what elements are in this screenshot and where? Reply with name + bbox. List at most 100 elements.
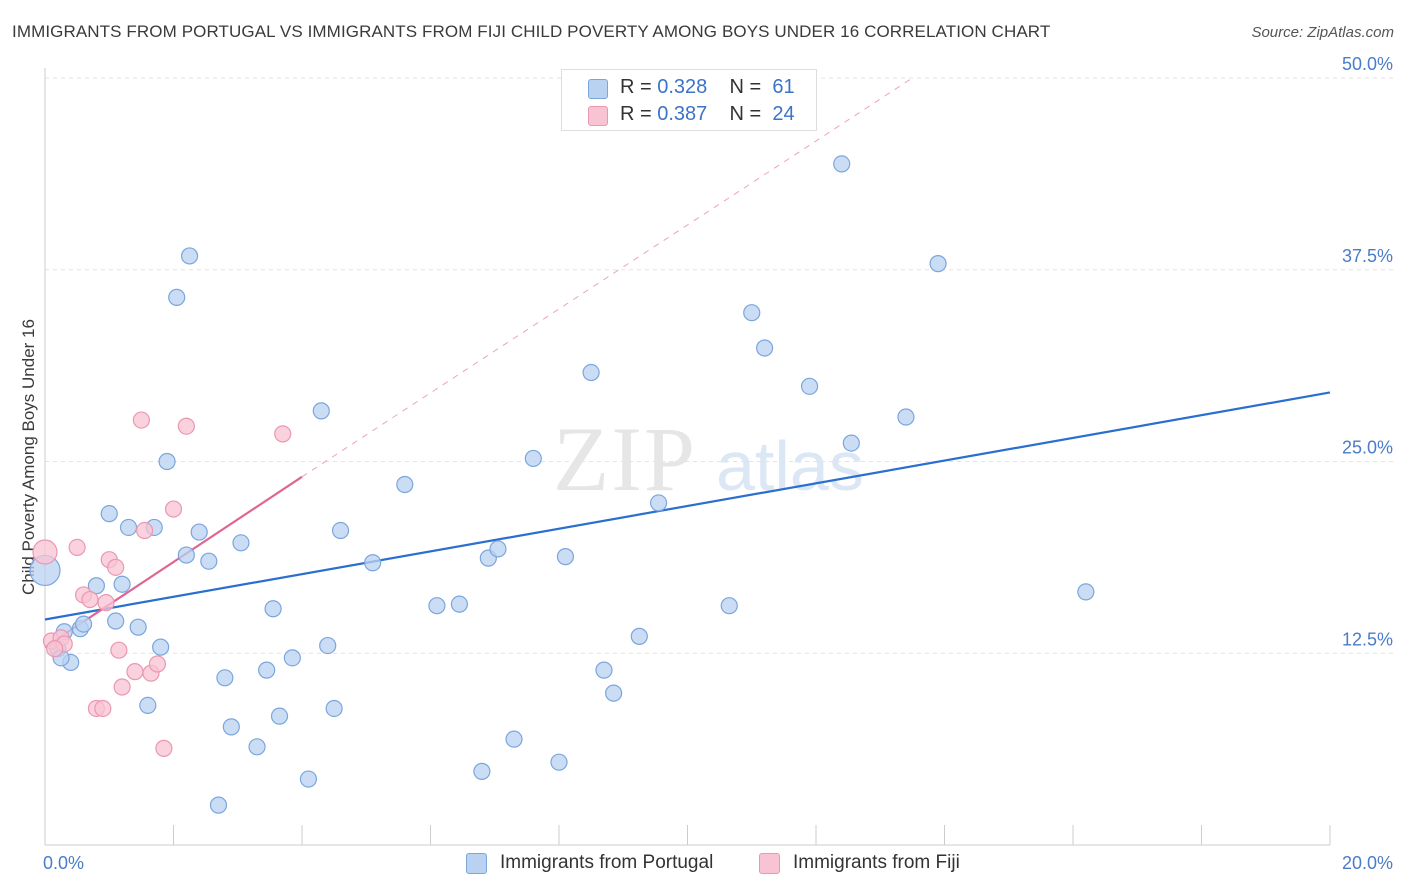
portugal-point <box>139 696 157 715</box>
fiji-point <box>81 590 99 609</box>
fiji-point <box>32 539 58 565</box>
portugal-point <box>312 402 330 420</box>
correlation-legend: R = 0.328 N = 61 R = 0.387 N = 24 <box>561 69 817 131</box>
portugal-point <box>200 552 218 570</box>
legend-r-fiji: 0.387 <box>657 103 708 125</box>
y-tick-label: 25.0% <box>1342 438 1393 458</box>
watermark-atlas: atlas <box>716 427 864 505</box>
portugal-point <box>743 304 761 322</box>
fiji-point <box>126 663 144 681</box>
portugal-point <box>556 548 575 566</box>
x-tick-label: 20.0% <box>1342 853 1393 873</box>
legend-n-fiji: 24 <box>772 103 795 125</box>
portugal-point <box>428 597 446 615</box>
portugal-point <box>319 636 337 655</box>
portugal-point <box>177 546 195 564</box>
portugal-point <box>232 534 250 552</box>
portugal-trend-line <box>44 391 1331 621</box>
legend-r-portugal: 0.328 <box>657 76 708 98</box>
fiji-point <box>135 521 154 540</box>
portugal-point <box>222 718 240 736</box>
legend-n-label: N = <box>729 76 762 98</box>
portugal-point <box>630 627 648 645</box>
fiji-trend-line-extension <box>301 77 913 478</box>
y-tick-label: 12.5% <box>1342 629 1393 649</box>
fiji-point <box>132 411 150 429</box>
fiji-point <box>107 558 125 576</box>
portugal-point <box>299 770 318 788</box>
portugal-point <box>550 753 568 771</box>
portugal-point <box>100 505 118 523</box>
fiji-point <box>97 594 115 612</box>
watermark-zip: ZIP <box>553 408 697 510</box>
portugal-point <box>929 255 947 273</box>
gridlines <box>45 77 1393 654</box>
portugal-point <box>505 730 523 748</box>
fiji-point <box>148 655 167 673</box>
fiji-point <box>155 739 173 757</box>
portugal-point <box>107 612 125 630</box>
watermark: ZIP atlas <box>553 408 864 510</box>
portugal-point <box>190 523 208 541</box>
bottom-legend-swatch-portugal <box>466 853 487 874</box>
fiji-point <box>110 641 128 659</box>
portugal-point <box>113 575 131 593</box>
fiji-point <box>177 417 195 435</box>
x-tick-label: 0.0% <box>43 853 84 873</box>
portugal-point <box>258 661 276 679</box>
portugal-point <box>158 452 176 471</box>
data-points <box>29 155 1095 814</box>
portugal-point <box>450 595 469 613</box>
portugal-point <box>720 597 738 615</box>
portugal-point <box>325 699 343 718</box>
fiji-point <box>68 538 86 557</box>
y-tick-label: 37.5% <box>1342 246 1393 266</box>
legend-swatch-portugal <box>588 79 608 99</box>
y-tick-label: 50.0% <box>1342 54 1393 74</box>
bottom-legend-label-portugal: Immigrants from Portugal <box>500 852 714 873</box>
portugal-point <box>216 669 234 687</box>
trend-lines <box>44 77 1331 649</box>
legend-swatch-fiji <box>588 106 608 126</box>
portugal-point <box>152 638 170 656</box>
portugal-point <box>119 518 138 537</box>
portugal-point <box>180 247 199 265</box>
legend-n-label: N = <box>729 103 762 125</box>
fiji-point <box>274 425 292 443</box>
portugal-point <box>489 540 507 558</box>
axes <box>44 68 1331 846</box>
portugal-point <box>605 684 623 702</box>
portugal-point <box>396 475 414 494</box>
portugal-point <box>595 661 613 679</box>
portugal-point <box>248 738 266 756</box>
portugal-point <box>649 494 668 512</box>
portugal-point <box>74 615 93 633</box>
fiji-point <box>46 640 64 658</box>
portugal-point <box>331 521 350 540</box>
portugal-point <box>264 600 282 618</box>
portugal-point <box>800 377 819 395</box>
tick-labels: 12.5% 25.0% 37.5% 50.0% 0.0% 20.0% <box>43 54 1393 873</box>
portugal-point <box>168 288 186 306</box>
portugal-point <box>524 449 542 468</box>
portugal-point <box>270 707 289 725</box>
portugal-point <box>897 408 915 426</box>
portugal-point <box>842 434 860 452</box>
legend-r-label: R = <box>620 76 652 98</box>
bottom-legend-swatch-fiji <box>759 853 780 874</box>
portugal-point <box>1077 583 1095 601</box>
portugal-point <box>364 554 382 572</box>
chart-title: IMMIGRANTS FROM PORTUGAL VS IMMIGRANTS F… <box>12 22 1051 41</box>
portugal-point <box>473 762 491 780</box>
legend-r-label: R = <box>620 103 652 125</box>
portugal-point <box>283 649 301 667</box>
fiji-point <box>113 678 131 696</box>
portugal-point <box>755 339 774 357</box>
portugal-point <box>87 577 106 595</box>
portugal-point <box>833 155 851 173</box>
fiji-point <box>94 699 112 718</box>
source-label: Source: ZipAtlas.com <box>1251 24 1394 41</box>
fiji-point <box>164 500 183 518</box>
portugal-point <box>582 363 600 382</box>
